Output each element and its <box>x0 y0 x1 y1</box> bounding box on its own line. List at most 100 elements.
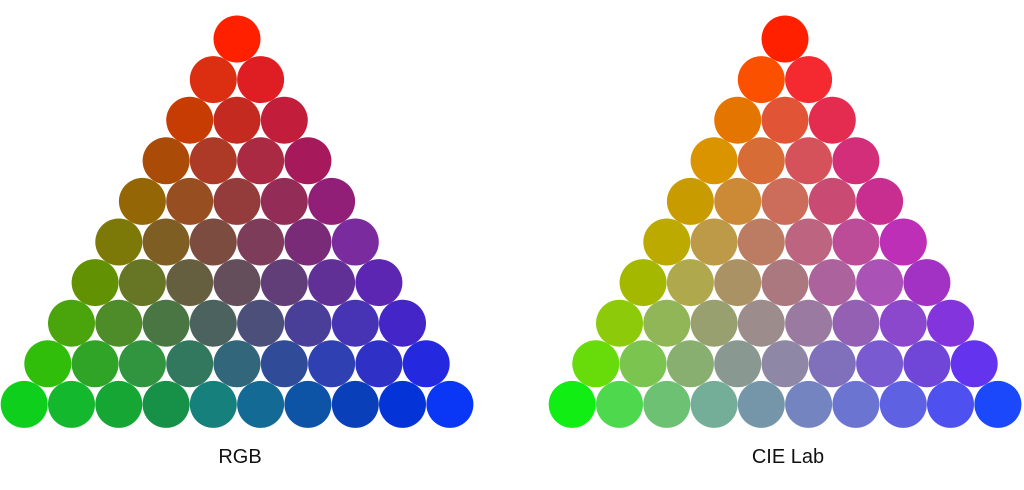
lab-swatch-r9-c0 <box>548 380 596 428</box>
lab-swatch-r5-c3 <box>785 218 833 266</box>
rgb-swatch-r3-c0 <box>142 137 190 185</box>
lab-swatch-r3-c1 <box>737 137 785 185</box>
lab-swatch-r7-c4 <box>785 299 833 347</box>
lab-swatch-r7-c1 <box>643 299 691 347</box>
rgb-swatch-r8-c1 <box>71 340 119 388</box>
lab-swatch-r9-c8 <box>927 380 974 428</box>
cie-lab-color-triangle <box>548 15 1022 428</box>
rgb-swatch-r9-c9 <box>426 380 474 428</box>
rgb-swatch-r4-c4 <box>308 177 356 225</box>
rgb-swatch-r4-c1 <box>166 177 214 225</box>
rgb-swatch-r9-c1 <box>48 380 95 428</box>
rgb-swatch-r4-c0 <box>118 177 166 225</box>
cie-lab-panel: CIE Lab <box>548 0 1024 490</box>
lab-swatch-r8-c2 <box>666 340 714 388</box>
lab-swatch-r7-c6 <box>879 299 927 347</box>
lab-swatch-r4-c3 <box>808 177 856 225</box>
rgb-swatch-r9-c0 <box>0 380 48 428</box>
rgb-swatch-r8-c0 <box>24 340 72 388</box>
lab-swatch-r8-c0 <box>572 340 620 388</box>
rgb-swatch-r8-c2 <box>118 340 166 388</box>
lab-swatch-r6-c1 <box>666 259 714 307</box>
lab-swatch-r9-c6 <box>832 380 880 428</box>
lab-swatch-r6-c3 <box>761 259 809 307</box>
rgb-swatch-r7-c0 <box>48 299 95 347</box>
rgb-swatch-r9-c6 <box>284 380 332 428</box>
rgb-swatch-r8-c8 <box>402 340 450 388</box>
rgb-swatch-r5-c0 <box>95 218 143 266</box>
rgb-swatch-r3-c1 <box>189 137 237 185</box>
lab-swatch-r3-c2 <box>785 137 833 185</box>
rgb-swatch-r2-c1 <box>213 96 261 144</box>
lab-swatch-r6-c5 <box>856 259 904 307</box>
rgb-swatch-r8-c5 <box>260 340 308 388</box>
lab-swatch-r5-c4 <box>832 218 880 266</box>
cie-lab-caption: CIE Lab <box>751 446 825 468</box>
lab-swatch-r4-c1 <box>714 177 762 225</box>
rgb-swatch-r2-c0 <box>166 96 214 144</box>
lab-swatch-r7-c3 <box>737 299 785 347</box>
lab-swatch-r1-c1 <box>785 56 833 104</box>
rgb-swatch-r0-c0 <box>213 15 261 63</box>
lab-swatch-r6-c0 <box>619 259 667 307</box>
lab-swatch-r8-c5 <box>808 340 856 388</box>
rgb-swatch-r2-c2 <box>260 96 308 144</box>
lab-swatch-r8-c6 <box>856 340 904 388</box>
lab-swatch-r9-c7 <box>879 380 927 428</box>
rgb-swatch-r9-c5 <box>237 380 285 428</box>
lab-swatch-r3-c3 <box>832 137 880 185</box>
rgb-swatch-r4-c2 <box>213 177 261 225</box>
rgb-swatch-r7-c7 <box>379 299 426 347</box>
rgb-swatch-r3-c3 <box>284 137 332 185</box>
rgb-swatch-r9-c8 <box>379 380 426 428</box>
lab-swatch-r7-c2 <box>690 299 738 347</box>
lab-swatch-r2-c0 <box>714 96 762 144</box>
rgb-swatch-r7-c5 <box>284 299 332 347</box>
lab-swatch-r2-c2 <box>808 96 856 144</box>
lab-swatch-r2-c1 <box>761 96 809 144</box>
rgb-swatch-r4-c3 <box>260 177 308 225</box>
lab-swatch-r7-c5 <box>832 299 880 347</box>
lab-swatch-r8-c8 <box>950 340 998 388</box>
rgb-swatch-r5-c2 <box>189 218 237 266</box>
rgb-swatch-r6-c0 <box>71 259 119 307</box>
rgb-swatch-r6-c6 <box>355 259 403 307</box>
rgb-swatch-r5-c5 <box>331 218 379 266</box>
lab-swatch-r7-c7 <box>927 299 974 347</box>
lab-swatch-r8-c7 <box>903 340 951 388</box>
rgb-swatch-r5-c4 <box>284 218 332 266</box>
lab-swatch-r9-c9 <box>974 380 1022 428</box>
rgb-swatch-r7-c1 <box>95 299 143 347</box>
lab-swatch-r0-c0 <box>761 15 809 63</box>
lab-swatch-r5-c2 <box>737 218 785 266</box>
lab-swatch-r5-c1 <box>690 218 738 266</box>
rgb-swatch-r8-c3 <box>166 340 214 388</box>
rgb-swatch-r6-c1 <box>118 259 166 307</box>
lab-swatch-r4-c2 <box>761 177 809 225</box>
lab-swatch-r4-c0 <box>666 177 714 225</box>
lab-swatch-r6-c4 <box>808 259 856 307</box>
rgb-swatch-r8-c7 <box>355 340 403 388</box>
lab-swatch-r5-c5 <box>879 218 927 266</box>
lab-swatch-r9-c4 <box>737 380 785 428</box>
lab-swatch-r8-c4 <box>761 340 809 388</box>
rgb-swatch-r7-c4 <box>237 299 285 347</box>
rgb-swatch-r6-c4 <box>260 259 308 307</box>
rgb-swatch-r7-c2 <box>142 299 190 347</box>
lab-swatch-r8-c1 <box>619 340 667 388</box>
lab-swatch-r9-c1 <box>596 380 643 428</box>
lab-swatch-r9-c2 <box>643 380 691 428</box>
lab-swatch-r8-c3 <box>714 340 762 388</box>
rgb-swatch-r5-c1 <box>142 218 190 266</box>
lab-swatch-r7-c0 <box>596 299 643 347</box>
rgb-swatch-r9-c3 <box>142 380 190 428</box>
rgb-swatch-r3-c2 <box>237 137 285 185</box>
lab-swatch-r6-c6 <box>903 259 951 307</box>
rgb-caption: RGB <box>218 446 262 468</box>
rgb-swatch-r9-c2 <box>95 380 143 428</box>
rgb-swatch-r1-c0 <box>189 56 237 104</box>
rgb-swatch-r6-c5 <box>308 259 356 307</box>
rgb-swatch-r7-c3 <box>189 299 237 347</box>
lab-swatch-r3-c0 <box>690 137 738 185</box>
rgb-swatch-r9-c4 <box>189 380 237 428</box>
